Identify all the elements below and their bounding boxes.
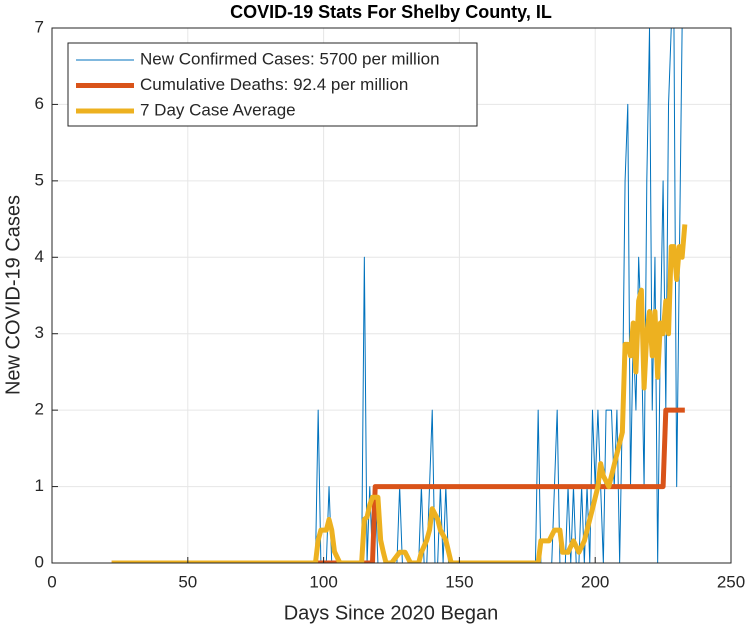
x-tick-label: 200	[581, 572, 609, 591]
y-tick-label: 0	[35, 552, 44, 571]
x-tick-label: 150	[445, 572, 473, 591]
y-axis-label: New COVID-19 Cases	[2, 195, 24, 395]
legend-box	[67, 42, 478, 127]
y-tick-label: 1	[35, 476, 44, 495]
x-axis-label: Days Since 2020 Began	[284, 602, 499, 624]
x-tick-label: 50	[178, 572, 197, 591]
legend: New Confirmed Cases: 5700 per million Cum…	[67, 42, 478, 127]
x-tick-label: 100	[309, 572, 337, 591]
y-tick-label: 4	[35, 247, 44, 266]
series-line	[111, 224, 688, 563]
y-tick-label: 5	[35, 170, 44, 189]
y-tick-label: 2	[35, 400, 44, 419]
y-tick-label: 7	[35, 17, 44, 36]
series-lines	[111, 28, 688, 563]
legend-label: Cumulative Deaths: 92.4 per million	[140, 75, 408, 94]
y-tick-label: 6	[35, 94, 44, 113]
y-tick-label: 3	[35, 323, 44, 342]
chart-title: COVID-19 Stats For Shelby County, IL	[230, 2, 552, 22]
series-line	[111, 407, 685, 563]
axes-box	[51, 27, 732, 564]
legend-label: 7 Day Case Average	[140, 100, 296, 119]
legend-label: New Confirmed Cases: 5700 per million	[140, 49, 440, 68]
x-tick-label: 250	[717, 572, 745, 591]
ticks: 0 50 100 150 200 250 0 1 2 3 4 5 6 7	[35, 17, 746, 591]
x-tick-label: 0	[47, 572, 56, 591]
